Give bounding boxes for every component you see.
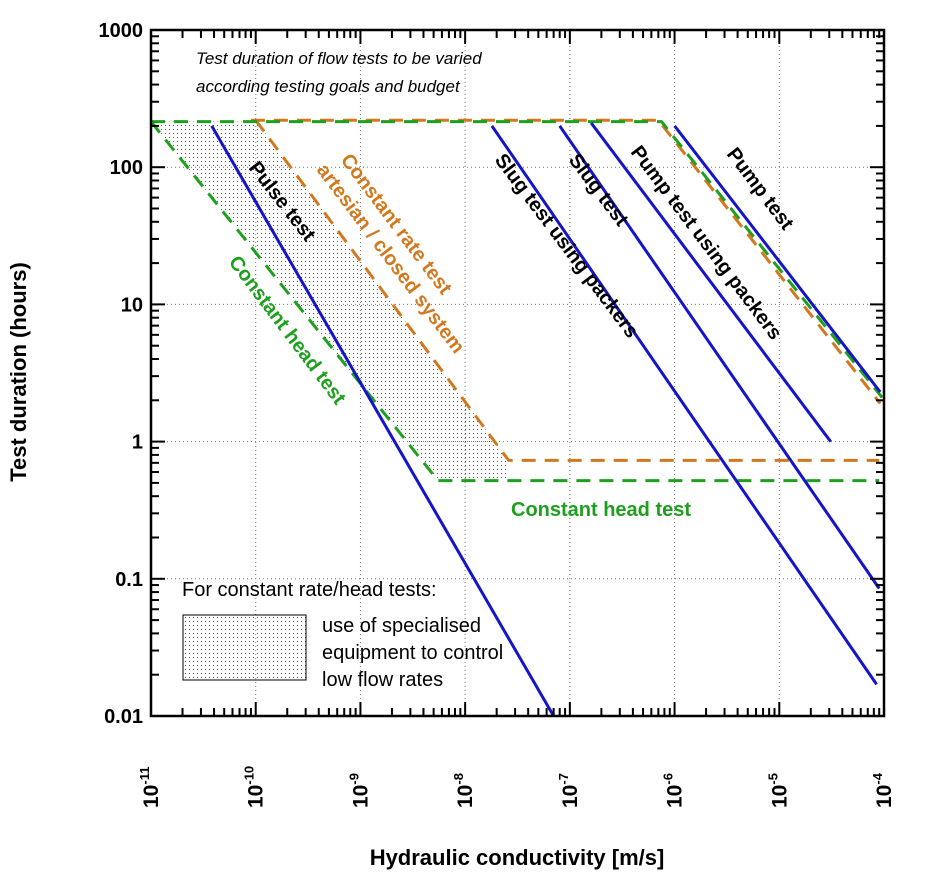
note-line-1: Test duration of flow tests to be varied (196, 49, 482, 68)
legend-line-1: use of specialised (322, 615, 481, 637)
ticks (150, 30, 884, 717)
y-tick-label: 10 (121, 294, 143, 316)
y-tick-label: 0.01 (104, 706, 143, 728)
label-constant-head-test-horizontal: Constant head test (511, 499, 691, 521)
note-line-2: according testing goals and budget (196, 77, 461, 96)
series-line-6 (254, 119, 880, 462)
y-tick-label: 1 (132, 432, 143, 454)
series-layer (149, 118, 884, 717)
y-tick-label: 100 (110, 157, 143, 179)
x-tick-label: 10-5 (765, 773, 791, 808)
series-line-0 (210, 125, 555, 717)
legend-title: For constant rate/head tests: (182, 579, 437, 601)
legend-line-3: low flow rates (322, 669, 443, 691)
x-tick-label: 10-11 (137, 767, 163, 808)
x-tick-label: 10-9 (346, 773, 372, 808)
legend-line-2: equipment to control (322, 642, 503, 664)
x-tick-label: 10-4 (870, 772, 896, 808)
y-tick-label: 1000 (99, 20, 144, 42)
x-tick-label: 10-10 (242, 766, 268, 808)
x-axis-label: Hydraulic conductivity [m/s] (370, 845, 665, 870)
label-slug-test-using-packers: Slug test using packers (490, 150, 643, 343)
x-tick-label: 10-8 (451, 773, 477, 808)
series-line-7 (151, 120, 884, 399)
x-tick-label: 10-6 (661, 773, 687, 808)
series-line-2 (558, 125, 881, 590)
series-line-3 (590, 122, 832, 443)
series-line-1 (490, 125, 878, 686)
y-tick-label: 0.1 (115, 569, 143, 591)
legend-swatch (182, 614, 307, 681)
y-axis-label: Test duration (hours) (6, 262, 31, 482)
x-tick-label: 10-7 (556, 773, 582, 808)
plot-frame (149, 28, 886, 718)
series-line-5 (250, 118, 882, 405)
low-flow-shaded-region (151, 120, 509, 481)
tick-labels: 1000 100 10 1 0.1 0.01 10-11 10-10 10-9 10-8 10-7 1… (99, 20, 897, 808)
legend: For constant rate/head tests: use of spe… (182, 579, 503, 691)
series-line-4 (673, 124, 882, 393)
label-pump-test: Pump test (722, 144, 798, 235)
